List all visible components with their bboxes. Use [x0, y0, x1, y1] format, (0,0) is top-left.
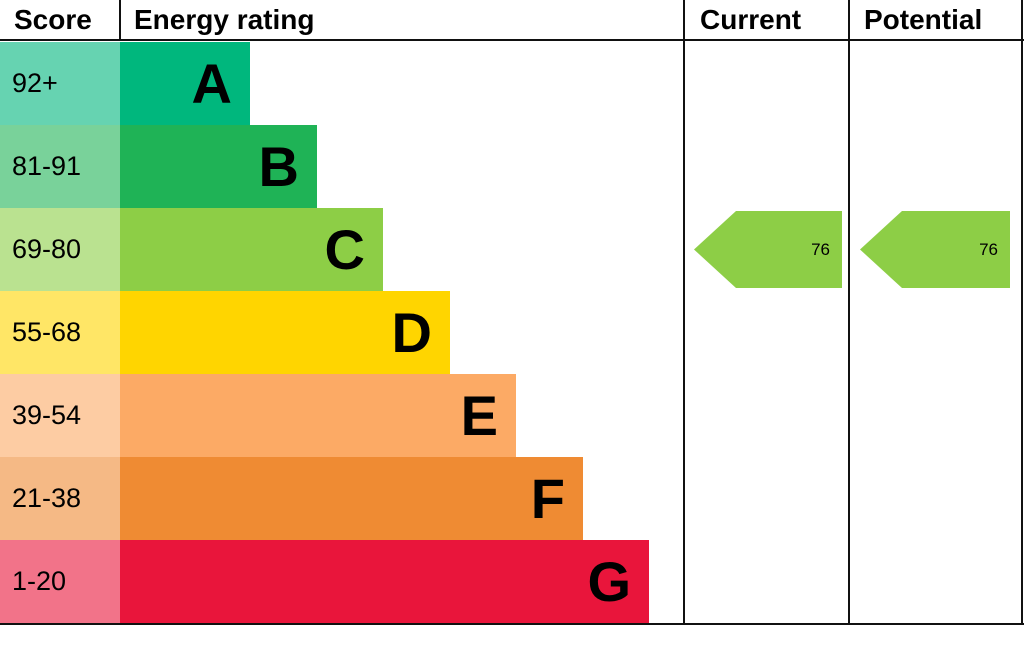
- header-energy-rating: Energy rating: [134, 4, 315, 35]
- band-row-a: 92+ A: [0, 42, 684, 125]
- score-range-g: 1-20: [0, 540, 120, 623]
- band-bar-c: C: [120, 208, 383, 291]
- band-row-f: 21-38 F: [0, 457, 684, 540]
- score-range-c: 69-80: [0, 208, 120, 291]
- score-range-a: 92+: [0, 42, 120, 125]
- rating-bands: 92+ A 81-91 B 69-80 C 55-68 D 39-54 E 21-38 F 1-20 G: [0, 42, 684, 623]
- band-row-c: 69-80 C: [0, 208, 684, 291]
- band-bar-b: B: [120, 125, 317, 208]
- divider-score-rating: [119, 0, 121, 39]
- header-score: Score: [14, 4, 92, 35]
- score-range-b: 81-91: [0, 125, 120, 208]
- potential-rating-value: 76: [979, 239, 998, 259]
- current-rating-value: 76: [811, 239, 830, 259]
- band-bar-g: G: [120, 540, 649, 623]
- current-rating-arrow: 76: [694, 211, 842, 288]
- band-bar-d: D: [120, 291, 450, 374]
- header-potential: Potential: [864, 4, 983, 35]
- band-bar-a: A: [120, 42, 250, 125]
- potential-rating-arrow: 76: [860, 211, 1010, 288]
- divider-rating-current: [683, 0, 685, 625]
- header-underline: [0, 39, 1024, 41]
- band-bar-e: E: [120, 374, 516, 457]
- band-row-b: 81-91 B: [0, 125, 684, 208]
- score-range-f: 21-38: [0, 457, 120, 540]
- band-row-d: 55-68 D: [0, 291, 684, 374]
- divider-current-potential: [848, 0, 850, 625]
- divider-right-edge: [1021, 0, 1023, 625]
- score-range-d: 55-68: [0, 291, 120, 374]
- band-row-e: 39-54 E: [0, 374, 684, 457]
- header-current: Current: [700, 4, 802, 35]
- chart-bottom-line: [0, 623, 1024, 625]
- score-range-e: 39-54: [0, 374, 120, 457]
- band-row-g: 1-20 G: [0, 540, 684, 623]
- band-bar-f: F: [120, 457, 583, 540]
